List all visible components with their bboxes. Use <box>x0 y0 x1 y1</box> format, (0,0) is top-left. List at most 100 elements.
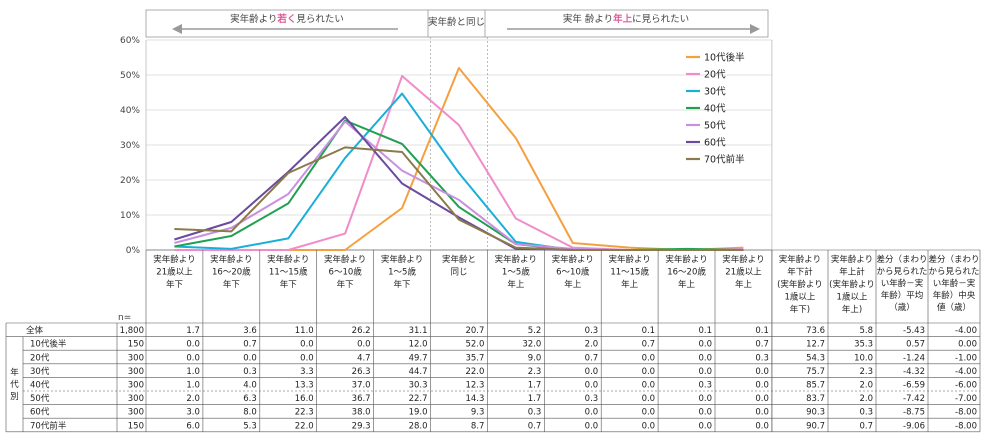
table-cell: 9.3 <box>471 408 485 418</box>
table-cell: 0.3 <box>755 353 769 363</box>
table-cell: -8.75 <box>903 408 925 418</box>
legend-label: 60代 <box>704 138 726 149</box>
y-tick-label: 60% <box>120 36 140 46</box>
column-header-line: 年上 <box>621 279 639 290</box>
extra-column-header-line: い年齢－実 <box>933 278 976 289</box>
table-cell: 1.7 <box>186 326 200 336</box>
column-header: 実年齢より 16～20歳年下 <box>210 254 252 290</box>
table-cell: 0.0 <box>698 408 712 418</box>
extra-column-header-line: 差分（まわり <box>928 254 979 265</box>
table-cell: 49.7 <box>409 353 428 363</box>
table-cell: 0.0 <box>698 394 712 404</box>
table-cell: 0.0 <box>698 353 712 363</box>
row-n: 300 <box>128 381 144 391</box>
table-cell: 2.0 <box>585 340 599 350</box>
table-cell: 0.00 <box>958 340 977 350</box>
column-header-line: 同じ <box>450 268 467 278</box>
n-label: n= <box>118 313 131 323</box>
series-lines <box>174 67 744 251</box>
table-cell: 22.3 <box>295 408 314 418</box>
column-header-line: 16～20歳 <box>667 267 706 278</box>
banner-left-text: 実年齢より若く見られたい <box>230 13 344 25</box>
table-cell: -8.00 <box>955 408 977 418</box>
table-cell: 16.0 <box>295 394 314 404</box>
column-header-line: 21歳以上 <box>156 267 193 278</box>
extra-column-header-line: 値（歳） <box>937 302 971 313</box>
table-cell: -9.06 <box>903 421 925 431</box>
series-line <box>174 116 744 251</box>
table-cell: 8.7 <box>471 421 485 431</box>
table-cell: 0.0 <box>642 367 656 377</box>
column-header-line: 6～10歳 <box>329 267 363 278</box>
table-cell: 22.0 <box>295 421 314 431</box>
extra-column-header-line: 実年齢より <box>831 254 873 265</box>
series-line <box>174 146 744 251</box>
table-cell: 29.3 <box>352 421 371 431</box>
table-cell: 0.0 <box>300 340 314 350</box>
row-label: 50代 <box>30 393 50 404</box>
legend: 10代後半 20代 30代 40代 50代 60代 70代前半 <box>686 52 745 166</box>
legend-label: 10代後半 <box>704 52 745 64</box>
table-cell: 0.0 <box>186 340 200 350</box>
extra-column-header-line: から見られた <box>876 267 927 277</box>
column-header-line: 年下 <box>166 279 184 290</box>
table-cell: 6.0 <box>186 421 200 431</box>
table-cell: 0.0 <box>755 381 769 391</box>
table-cell: 0.0 <box>698 421 712 431</box>
legend-label: 30代 <box>704 87 726 98</box>
row-label: 10代後半 <box>30 339 67 350</box>
table-cell: 8.0 <box>243 408 257 418</box>
table-cell: 5.8 <box>859 326 873 336</box>
column-header-line: 実年齢と <box>442 254 476 265</box>
extra-column-header: 実年齢より年上計(実年齢より 1歳以上年上) <box>829 254 875 315</box>
extra-column-header-line: 差分（まわり <box>876 254 927 265</box>
table-cell: 0.7 <box>585 353 599 363</box>
table-cell: 2.3 <box>859 367 873 377</box>
extra-column-header-line: （歳） <box>889 302 915 313</box>
column-header-line: 21歳以上 <box>725 267 762 278</box>
table-cell: 5.3 <box>243 421 257 431</box>
table-cell: 10.0 <box>854 353 873 363</box>
table-cell: -4.00 <box>955 367 977 377</box>
table-cell: 54.3 <box>806 353 825 363</box>
column-header: 実年齢より 1～5歳年上 <box>495 254 537 290</box>
table-cell: 19.0 <box>409 408 428 418</box>
table-cell: 2.3 <box>528 367 542 377</box>
table-cell: 0.7 <box>528 421 542 431</box>
table-cell: 90.7 <box>806 421 825 431</box>
table-cell: 0.0 <box>698 340 712 350</box>
table-cell: -4.32 <box>903 367 925 377</box>
series-line <box>174 120 744 251</box>
table-cell: 2.0 <box>186 394 200 404</box>
column-header: 実年齢より 1～5歳年下 <box>381 254 423 290</box>
series-line <box>174 92 744 251</box>
table-cell: 75.7 <box>806 367 825 377</box>
column-header: 実年齢より 6～10歳年上 <box>552 254 594 290</box>
table-cell: -8.00 <box>955 421 977 431</box>
table-cell: 0.0 <box>357 340 371 350</box>
table-cell: 6.3 <box>243 394 257 404</box>
table-cell: 1.7 <box>528 381 542 391</box>
table-cell: 52.0 <box>465 340 484 350</box>
column-header-line: 実年齢より <box>665 254 707 265</box>
row-n: 1,800 <box>120 326 144 336</box>
table-cell: 4.7 <box>357 353 371 363</box>
extra-column-header-line: 1歳以上 <box>837 292 868 303</box>
table-cell: 1.7 <box>528 394 542 404</box>
column-header-line: 年下 <box>394 279 412 290</box>
table-cell: 0.1 <box>755 326 769 336</box>
column-header-line: 年上 <box>564 279 582 290</box>
row-n: 150 <box>128 421 144 431</box>
table-cell: 22.0 <box>465 367 484 377</box>
y-tick-label: 0% <box>126 246 141 256</box>
y-tick-label: 20% <box>120 176 140 186</box>
table-cell: 0.0 <box>243 353 257 363</box>
row-n: 300 <box>128 367 144 377</box>
table-cell: 28.0 <box>409 421 428 431</box>
banner-mid-text: 実年齢と同じ <box>428 16 485 28</box>
table-cell: 0.3 <box>585 394 599 404</box>
column-header-line: 実年齢より <box>267 254 309 265</box>
table-cell: 0.0 <box>755 367 769 377</box>
column-header: 実年齢より 11～15歳年上 <box>608 254 650 290</box>
